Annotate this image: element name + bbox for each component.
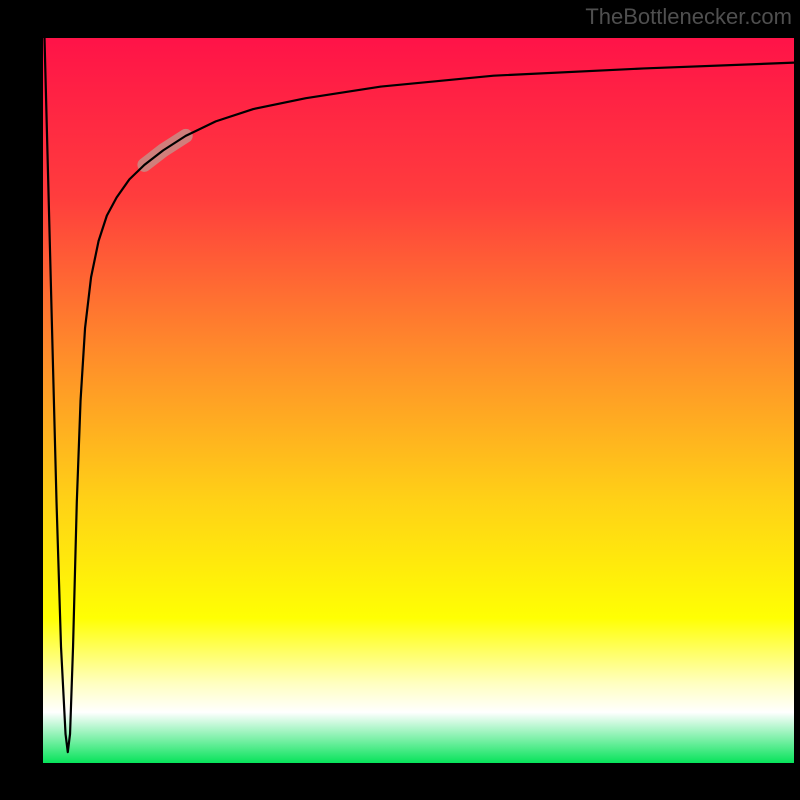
chart-frame: TheBottlenecker.com [0,0,800,800]
attribution-text: TheBottlenecker.com [585,4,792,30]
gradient-fill [43,38,794,763]
plot-svg [43,38,794,763]
plot-area [43,38,794,763]
